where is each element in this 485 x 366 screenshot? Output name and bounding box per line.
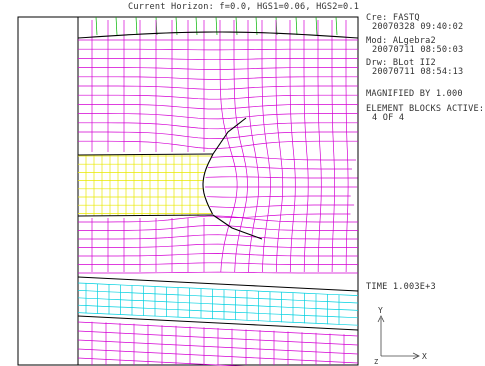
block-boundary [77,31,359,39]
time-readout: TIME 1.003E+3 [366,282,436,292]
mesh-line-magenta-h [78,76,358,80]
x-arrowhead [412,352,420,360]
block-boundary [77,276,359,292]
block-boundary [77,153,214,156]
mesh-line-green-v [115,16,118,36]
mesh-line-magenta-h [207,166,352,170]
mesh-line-cyan-h [77,290,359,304]
modified-stamp: 20070711 08:50:03 [372,45,464,55]
mesh-line-cyan-h [77,297,359,311]
mesh-line-cyan-h [77,282,359,296]
block-boundaries [77,31,359,331]
mesh-line-magenta-v [219,20,238,273]
y-arrowhead [377,315,385,323]
axis-triad [377,315,420,360]
z-axis-label: Z [374,358,378,366]
mesh-line-magenta-h [78,48,358,51]
mesh-line-magenta-v [289,20,296,273]
mesh-line-magenta-h [78,85,358,90]
mesh-line-magenta-h [205,176,358,179]
block-boundary [212,214,263,240]
mesh-line-cyan-h [77,304,359,319]
mesh-line-green-v [315,16,318,36]
modified-label: Mod: ALgebra2 [366,36,436,46]
mesh-line-magenta-h [78,262,358,265]
mesh-line-magenta-h [78,67,358,70]
created-stamp: 20070328 09:40:02 [372,22,464,32]
x-axis-label: X [422,352,427,361]
mesh-line-magenta-h [210,204,355,208]
mesh-line-magenta-h [78,58,358,61]
mesh-line-magenta-h [211,156,356,161]
mesh-line-magenta-h [214,213,351,218]
mesh-line-magenta-h [78,113,358,120]
mesh-line-green-v [95,16,98,36]
mesh-line-magenta-h [78,131,358,139]
mesh-line-cyan-h [77,312,359,326]
mesh-line-green-v [255,16,258,36]
mesh-line-magenta-v [303,20,309,273]
element-blocks-value: 4 OF 4 [372,113,405,123]
mesh-line-magenta-v [261,20,271,273]
mesh-line-magenta-v [247,20,260,273]
mesh-line-magenta-h [78,225,358,231]
cyan-block-mesh [77,282,359,326]
left-empty-region [17,16,79,366]
mesh-line-green-v [175,16,178,36]
y-axis-label: Y [378,306,383,315]
mesh-line-magenta-v [331,20,335,273]
block-boundary [77,315,359,331]
mesh-line-magenta-h [78,104,358,110]
block-boundary [212,117,247,155]
magnification-text: MAGNIFIED BY 1.000 [366,89,463,99]
mesh-line-magenta-h [78,253,358,257]
mesh-line-green-v [135,16,138,36]
mesh-line-magenta-v [275,20,284,273]
mesh-line-green-v [295,16,298,36]
drawn-label: Drw: BLot II2 [366,58,436,68]
block-boundary [202,153,214,215]
plot-title: Current Horizon: f=0.0, HGS1=0.06, HGS2=… [128,2,360,12]
mesh-line-magenta-h [78,234,358,240]
mesh-line-magenta-h [206,195,351,198]
mesh-line-magenta-v [317,20,322,272]
mesh-line-magenta-h [78,140,358,149]
mesh-line-magenta-h [78,94,358,100]
mesh-line-magenta-h [78,243,358,248]
green-block-mesh [95,16,338,36]
mesh-line-magenta-h [78,271,358,274]
drawn-stamp: 20070711 08:54:13 [372,67,464,77]
mesh-line-green-v [335,16,338,36]
mesh-line-magenta-v [345,20,349,273]
created-label: Cre: FASTQ [366,13,420,23]
block-boundary [77,214,214,217]
element-blocks-label: ELEMENT BLOCKS ACTIVE: [366,104,485,114]
mesh-line-magenta-h [78,215,358,223]
yellow-block-mesh [78,155,213,216]
magenta-block-mesh [77,20,359,366]
mesh-line-magenta-v [233,20,248,273]
mesh-line-magenta-h [78,122,358,130]
